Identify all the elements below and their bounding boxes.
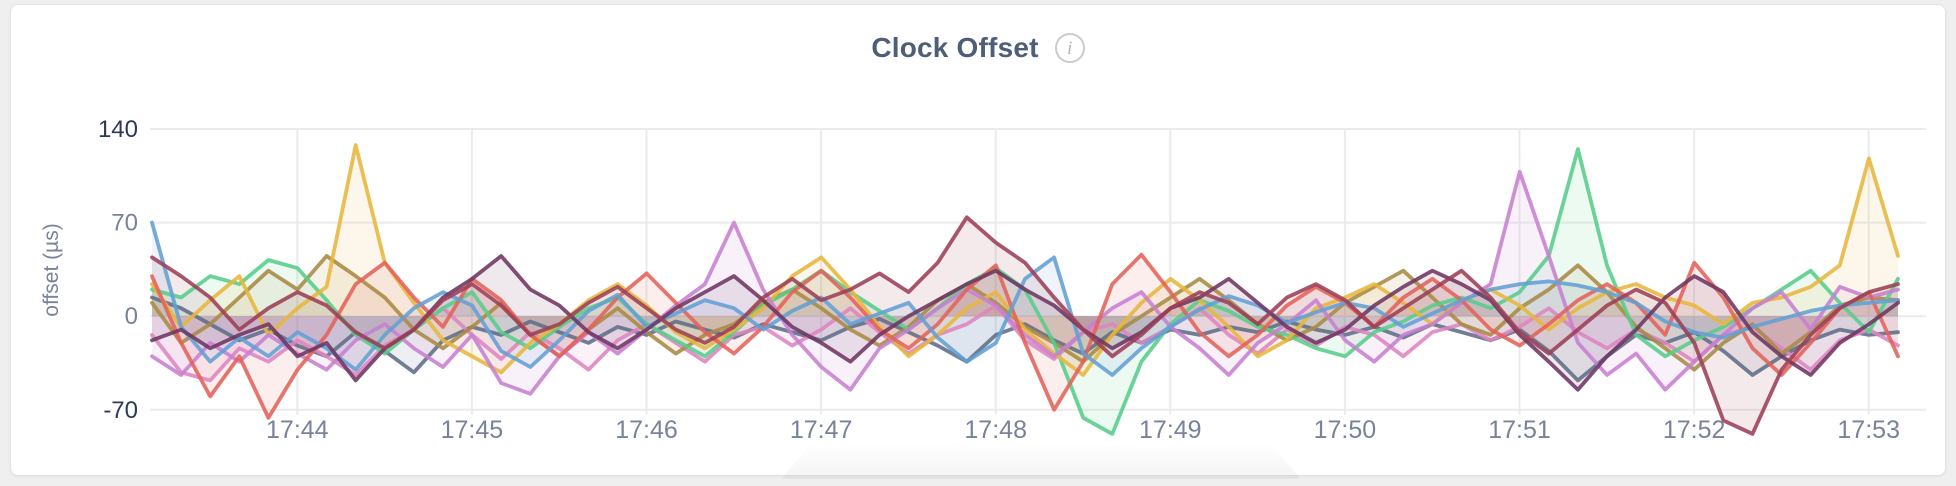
series-line-blue [150, 220, 1900, 377]
x-tick-label-17:49: 17:49 [1139, 416, 1202, 444]
x-tick-label-17:45: 17:45 [441, 416, 504, 444]
x-tick-label-17:53: 17:53 [1837, 416, 1900, 444]
chart-title: Clock Offset [871, 32, 1039, 63]
x-tick-label-17:44: 17:44 [266, 416, 329, 444]
x-tick-label-17:46: 17:46 [615, 416, 678, 444]
bottom-overlay-shadow [781, 443, 1301, 479]
series-area-slate [152, 297, 1898, 381]
series-area-blue [152, 222, 1898, 375]
x-tick-label-17:48: 17:48 [964, 416, 1027, 444]
series-area-plum [152, 256, 1898, 390]
y-tick-label--70: -70 [103, 397, 138, 424]
series-line-salmon [150, 252, 1900, 420]
series-line-plum [150, 254, 1900, 392]
series-line-orchid [150, 169, 1900, 396]
y-axis-title: offset (µs) [40, 223, 63, 316]
x-tick-label-17:47: 17:47 [790, 416, 853, 444]
info-icon[interactable]: i [1054, 33, 1085, 63]
series-line-layer [150, 143, 1900, 436]
x-tick-label-17:51: 17:51 [1488, 416, 1551, 444]
y-tick-label-0: 0 [125, 303, 138, 330]
series-area-olive [152, 256, 1898, 370]
series-line-maroon [150, 215, 1900, 436]
chart-header: Clock Offset i [0, 28, 1956, 68]
y-tick-label-70: 70 [111, 210, 138, 237]
axis-label-layer: offset (µs) 140 70 0 -70 17:44 17:45 17:46 17:4… [40, 116, 1900, 444]
chart-card [10, 4, 1946, 479]
x-tick-label-17:50: 17:50 [1314, 416, 1377, 444]
y-tick-label-140: 140 [98, 116, 138, 143]
series-area-pink [152, 305, 1898, 381]
x-tick-label-17:52: 17:52 [1663, 416, 1726, 444]
